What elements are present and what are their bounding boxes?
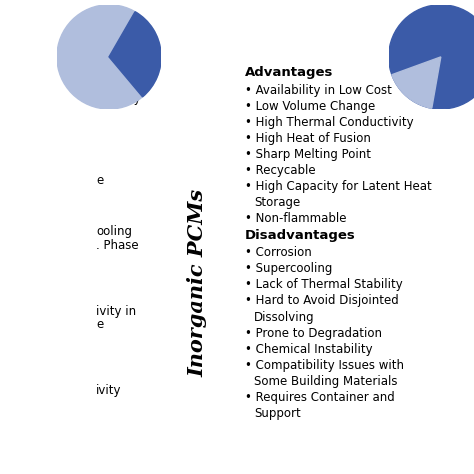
Text: ooling: ooling: [96, 225, 132, 238]
Text: Dissolving: Dissolving: [254, 310, 315, 324]
Text: • Corrosion: • Corrosion: [245, 246, 311, 259]
Text: atibility: atibility: [96, 91, 141, 105]
Text: • Availability in Low Cost: • Availability in Low Cost: [245, 83, 392, 97]
Wedge shape: [392, 57, 441, 108]
Circle shape: [389, 5, 474, 109]
Text: Storage: Storage: [254, 196, 300, 210]
Circle shape: [57, 5, 161, 109]
Text: . Phase: . Phase: [96, 239, 138, 252]
Text: Disadvantages: Disadvantages: [245, 228, 356, 242]
Wedge shape: [109, 12, 161, 97]
Text: Some Building Materials: Some Building Materials: [254, 375, 397, 388]
Text: • Recycable: • Recycable: [245, 164, 315, 177]
Text: • Non-flammable: • Non-flammable: [245, 212, 346, 226]
Text: • Sharp Melting Point: • Sharp Melting Point: [245, 148, 371, 161]
Text: • Lack of Thermal Stability: • Lack of Thermal Stability: [245, 278, 402, 292]
Text: ivity in: ivity in: [96, 305, 136, 318]
Text: • Low Volume Change: • Low Volume Change: [245, 100, 375, 113]
Text: • High Heat of Fusion: • High Heat of Fusion: [245, 132, 371, 145]
Text: • Supercooling: • Supercooling: [245, 262, 332, 275]
Text: • Prone to Degradation: • Prone to Degradation: [245, 327, 382, 340]
Text: • Hard to Avoid Disjointed: • Hard to Avoid Disjointed: [245, 294, 399, 308]
Text: • Compatibility Issues with: • Compatibility Issues with: [245, 359, 404, 372]
Text: Advantages: Advantages: [245, 66, 333, 79]
Text: e: e: [96, 318, 103, 331]
Text: Inorganic PCMs: Inorganic PCMs: [187, 189, 207, 377]
Text: e: e: [96, 173, 103, 187]
Text: ivity: ivity: [96, 383, 121, 397]
Text: • Requires Container and: • Requires Container and: [245, 391, 394, 404]
Text: • High Thermal Conductivity: • High Thermal Conductivity: [245, 116, 413, 129]
Text: • Chemical Instability: • Chemical Instability: [245, 343, 373, 356]
Text: • High Capacity for Latent Heat: • High Capacity for Latent Heat: [245, 180, 431, 193]
Text: Support: Support: [254, 407, 301, 420]
